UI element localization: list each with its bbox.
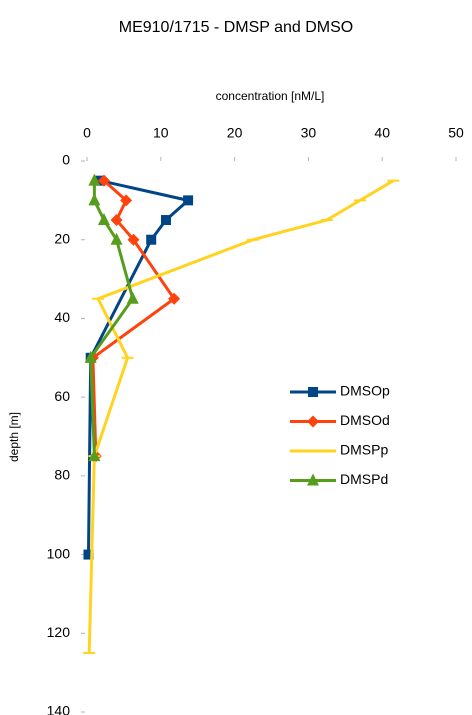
marker	[307, 415, 319, 428]
y-tick-label: 120	[47, 624, 71, 640]
legend-label: DMSPd	[340, 471, 388, 487]
marker	[110, 214, 123, 227]
x-tick-label: 10	[153, 125, 169, 141]
x-tick-label: 50	[448, 125, 464, 141]
marker	[307, 473, 319, 486]
marker	[88, 193, 101, 206]
series-line	[86, 179, 190, 555]
marker	[110, 232, 123, 245]
y-tick-label: 40	[54, 309, 70, 325]
marker	[97, 174, 110, 187]
y-tick-label: 140	[47, 703, 71, 715]
chart-title: ME910/1715 - DMSP and DMSO	[119, 19, 353, 36]
marker	[97, 213, 110, 226]
marker	[88, 449, 101, 462]
y-axis-label: depth [m]	[7, 412, 21, 462]
marker	[120, 194, 133, 207]
x-axis-label: concentration [nM/L]	[216, 89, 325, 103]
series-line	[87, 179, 395, 654]
legend-box	[283, 376, 401, 488]
y-tick-label: 100	[47, 545, 71, 561]
legend-label: DMSPp	[340, 442, 388, 458]
marker	[83, 549, 94, 560]
x-tick-label: 30	[301, 125, 317, 141]
x-tick-label: 0	[83, 125, 91, 141]
y-tick-label: 80	[54, 467, 70, 483]
y-tick-label: 0	[62, 152, 70, 168]
x-tick-label: 40	[374, 125, 390, 141]
x-tick-label: 20	[227, 125, 243, 141]
marker	[168, 292, 181, 305]
marker	[160, 215, 171, 226]
marker	[127, 233, 140, 246]
marker	[183, 195, 194, 206]
legend-label: DMSOp	[340, 383, 390, 399]
y-tick-label: 20	[54, 230, 70, 246]
marker	[308, 387, 318, 397]
marker	[84, 350, 97, 363]
marker	[126, 291, 139, 304]
marker	[88, 173, 101, 186]
legend-label: DMSOd	[340, 412, 390, 428]
marker	[146, 234, 157, 245]
y-tick-label: 60	[54, 388, 70, 404]
